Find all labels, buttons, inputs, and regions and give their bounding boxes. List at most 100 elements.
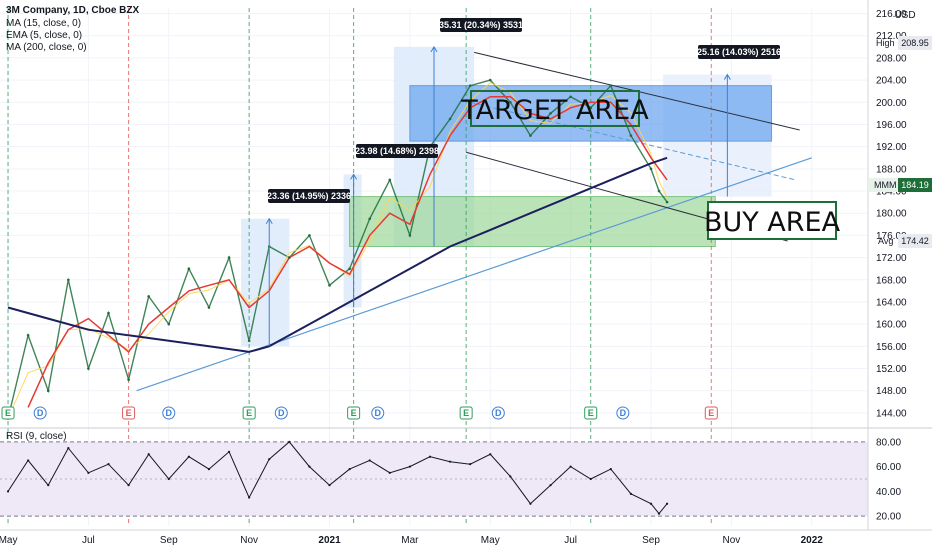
rsi-point	[6, 490, 10, 493]
measure-arrow-head	[430, 45, 438, 53]
time-axis-ticks[interactable]: May Jul Sep Nov 2021 Mar May Jul Sep Nov 2022	[0, 535, 823, 546]
price-point	[288, 256, 291, 259]
range-box-1	[241, 218, 290, 347]
time-tick-label: Nov	[240, 535, 258, 546]
price-tick-label: 208.00	[876, 53, 907, 64]
measure-arrow-head	[350, 173, 358, 180]
time-tick-label: Sep	[160, 535, 178, 546]
target-area-label: TARGET AREA	[460, 90, 649, 127]
earnings-badge-letter: E	[351, 408, 357, 418]
earnings-badge	[459, 406, 473, 420]
earnings-badge-letter: E	[463, 408, 469, 418]
callout-1-text: 23.36 (14.95%) 2336	[267, 191, 351, 201]
legend-title: 3M Company, 1D, Cboe BZX	[6, 5, 139, 16]
rsi-point	[629, 492, 633, 495]
earnings-badge-letter: E	[5, 408, 11, 418]
rsi-point	[469, 463, 472, 466]
dividend-badge	[33, 406, 47, 420]
rsi-point	[529, 502, 532, 505]
avg-badge: Avg 174.42	[878, 234, 932, 248]
rsi-point	[569, 465, 572, 468]
rsi-point	[489, 453, 492, 456]
earnings-badge-letter: E	[246, 408, 252, 418]
high-value-bg	[898, 36, 932, 50]
price-point	[46, 389, 50, 393]
dividend-badge-letter: D	[374, 408, 381, 418]
callout-2: 23.98 (14.68%) 2398	[355, 144, 439, 158]
callout-3-text: 35.31 (20.34%) 3531	[439, 20, 523, 30]
avg-value-bg	[898, 234, 932, 248]
rsi-point	[549, 484, 552, 487]
buy-area-text: BUY AREA	[704, 207, 841, 238]
price-point	[388, 178, 392, 182]
price-point	[147, 295, 150, 298]
price-point	[227, 256, 231, 259]
price-point	[328, 284, 331, 287]
price-tick-label: 160.00	[876, 320, 907, 331]
price-tick-label: 172.00	[876, 253, 907, 264]
dividend-badge-letter: D	[166, 408, 173, 418]
rsi-point	[609, 468, 612, 471]
rsi-point	[448, 460, 452, 463]
time-tick-label: Sep	[642, 535, 660, 546]
ticker-label: MMM	[874, 180, 897, 190]
price-point	[408, 234, 412, 237]
legend-ma15[interactable]: MA (15, close, 0)	[6, 18, 81, 29]
price-tick-label: 184.00	[876, 187, 907, 198]
measure-arrow-head	[265, 217, 273, 225]
price-point	[207, 306, 211, 309]
last-price-badge: MMM 184.19	[868, 178, 932, 192]
rsi-point	[328, 484, 331, 487]
price-points	[6, 78, 669, 420]
ma200-series	[7, 156, 668, 353]
rsi-point	[649, 502, 653, 505]
high-value: 208.95	[901, 38, 929, 48]
price-tick-label: 196.00	[876, 120, 907, 131]
price-point	[468, 84, 472, 87]
dividend-badge	[274, 406, 288, 420]
price-point	[665, 200, 669, 204]
price-point	[629, 134, 633, 137]
price-tick-label: 164.00	[876, 297, 907, 308]
price-point	[26, 333, 30, 337]
earnings-badge	[122, 406, 136, 420]
rsi-point	[288, 440, 291, 443]
legend-rsi[interactable]: RSI (9, close)	[6, 431, 67, 442]
price-tick-label: 148.00	[876, 386, 907, 397]
rsi-point	[308, 465, 311, 468]
callout-2-text: 23.98 (14.68%) 2398	[355, 146, 439, 156]
rsi-axis-ticks: 20.00 40.00 60.00 80.00	[876, 437, 901, 522]
price-point	[167, 322, 171, 326]
rsi-point	[207, 468, 211, 471]
ma15-series	[27, 95, 668, 408]
earnings-badge-letter: E	[708, 408, 714, 418]
price-tick-label: 144.00	[876, 408, 907, 419]
legend-ma200[interactable]: MA (200, close, 0)	[6, 42, 87, 53]
price-axis-ticks: 144.00 148.00 152.00 156.00 160.00 164.00 168.…	[876, 9, 907, 419]
target-area-text: TARGET AREA	[460, 95, 649, 126]
rsi-point	[87, 471, 90, 474]
earnings-badge	[1, 406, 15, 420]
measure-arrow-head	[723, 73, 731, 80]
dividend-badge	[616, 406, 630, 420]
target-area-frame	[470, 90, 640, 127]
buy-area-frame	[707, 201, 837, 240]
price-point	[368, 217, 372, 221]
dividend-badge	[162, 406, 176, 420]
last-value: 184.19	[901, 180, 929, 190]
rsi-point	[167, 477, 170, 481]
rsi-point	[657, 512, 661, 515]
callout-4-text: 25.16 (14.03%) 2516	[697, 47, 781, 57]
time-tick-label: May	[0, 535, 17, 546]
dividend-badge	[371, 406, 385, 420]
price-point	[87, 367, 90, 370]
time-tick-label: Jul	[564, 535, 577, 546]
rsi-point	[248, 496, 251, 499]
rsi-point	[187, 455, 190, 458]
legend-ema5[interactable]: EMA (5, close, 0)	[6, 30, 82, 41]
price-point	[308, 234, 311, 237]
price-point	[127, 378, 130, 381]
callout-4-bg	[698, 45, 780, 59]
price-tick-label: 212.00	[876, 31, 907, 42]
